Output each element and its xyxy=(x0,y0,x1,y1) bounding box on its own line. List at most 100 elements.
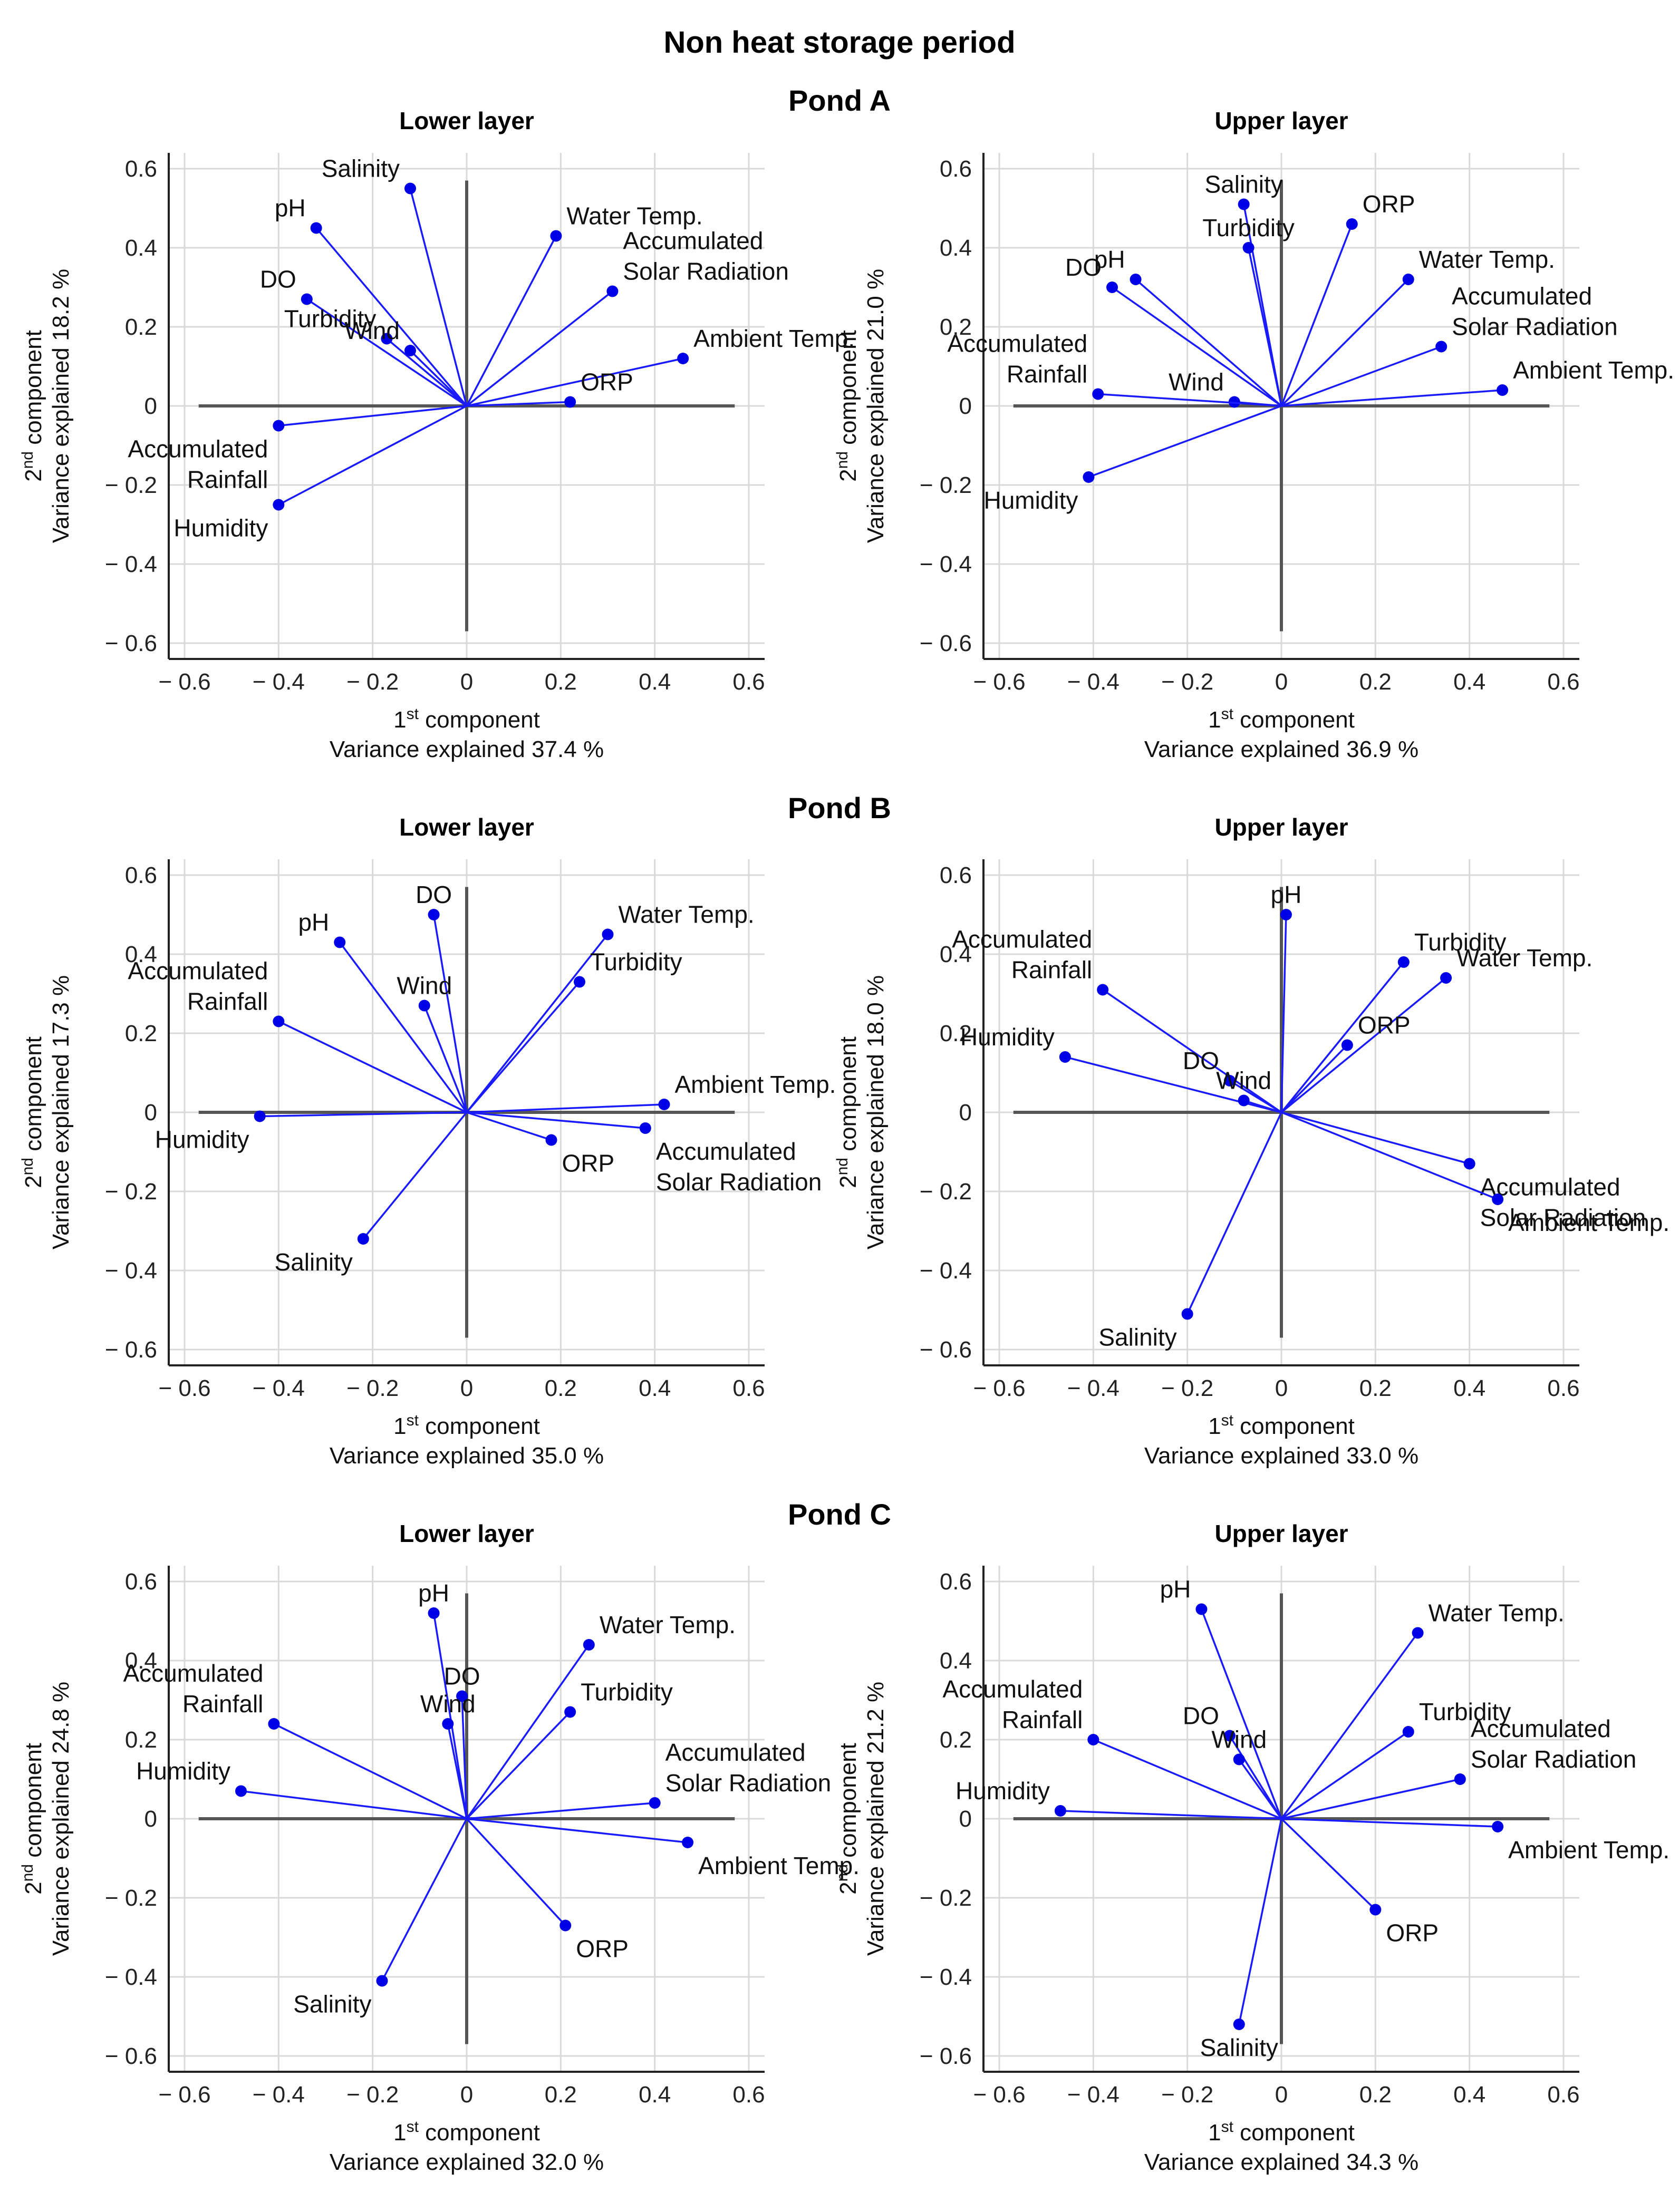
loading-vector xyxy=(461,1696,468,1819)
x-axis-label: 1st component xyxy=(393,705,540,733)
loading-vector xyxy=(1093,1739,1282,1820)
loading-vector xyxy=(1243,1099,1282,1113)
loading-point xyxy=(606,285,619,297)
variable-label: Accumulated Rainfall xyxy=(942,1675,1083,1733)
y-variance-label: Variance explained 18.2 % xyxy=(48,269,74,543)
variable-label: Humidity xyxy=(960,1023,1055,1051)
x-tick-label: 0 xyxy=(1275,1375,1288,1401)
y-tick-label: 0.2 xyxy=(125,1727,157,1753)
variable-label: Water Temp. xyxy=(619,901,755,928)
loading-point xyxy=(1341,1039,1353,1051)
loading-point xyxy=(381,333,393,345)
x-tick-label: 0 xyxy=(1275,2082,1288,2108)
loading-vector xyxy=(1200,1608,1282,1819)
x-tick-label: 0.6 xyxy=(1547,669,1579,695)
chart-panels: Lower layer− 0.6− 0.6− 0.4− 0.4− 0.2− 0.… xyxy=(19,107,1674,2175)
loading-vector xyxy=(1281,1111,1470,1165)
loading-vector xyxy=(1280,224,1353,406)
x-tick-label: 0.2 xyxy=(545,669,577,695)
loading-vector xyxy=(466,401,571,407)
x-tick-label: 0.2 xyxy=(1359,1375,1392,1401)
y-axis-label: 2nd component xyxy=(19,1743,46,1895)
x-variance-label: Variance explained 32.0 % xyxy=(330,2149,604,2175)
variable-label: Wind xyxy=(344,317,400,344)
variable-label: Ambient Temp. xyxy=(698,1852,860,1879)
loading-vector xyxy=(432,1613,468,1819)
loading-point xyxy=(1106,282,1118,293)
loading-vector xyxy=(1280,1818,1376,1910)
loading-vector xyxy=(1280,1632,1419,1820)
variable-label: pH xyxy=(298,909,329,936)
loading-vector xyxy=(278,405,467,506)
loading-point xyxy=(376,1975,388,1987)
x-tick-label: − 0.6 xyxy=(158,669,210,695)
loading-vector xyxy=(447,1723,468,1819)
loading-point xyxy=(1402,1726,1414,1738)
x-tick-label: 0.6 xyxy=(732,2082,765,2108)
loading-point xyxy=(1242,242,1255,254)
variable-label: ORP xyxy=(581,368,633,396)
y-tick-label: 0 xyxy=(144,393,157,419)
y-tick-label: 0.6 xyxy=(125,862,157,888)
loading-point xyxy=(564,1706,576,1718)
loading-point xyxy=(1435,341,1448,353)
loading-vector xyxy=(1098,393,1282,407)
loading-vector xyxy=(381,1818,468,1982)
y-axis-label: 2nd component xyxy=(19,1036,46,1188)
y-variance-label: Variance explained 21.2 % xyxy=(863,1682,889,1956)
loading-point xyxy=(1454,1773,1466,1785)
y-tick-label: − 0.4 xyxy=(920,1964,972,1990)
x-tick-label: − 0.6 xyxy=(158,1375,210,1401)
loading-vector xyxy=(409,188,468,406)
loading-vector xyxy=(1229,1080,1282,1113)
variable-label: Salinity xyxy=(1098,1324,1176,1351)
variable-label: Ambient Temp. xyxy=(1508,1209,1670,1236)
variable-label: ORP xyxy=(1358,1012,1411,1039)
loading-point xyxy=(268,1718,280,1730)
loading-vector xyxy=(386,338,468,407)
y-axis-label: 2nd component xyxy=(834,330,861,482)
x-tick-label: − 0.2 xyxy=(346,669,399,695)
loading-vector xyxy=(362,1111,468,1240)
loading-vector xyxy=(1135,278,1282,407)
loading-vector xyxy=(409,350,468,407)
loading-point xyxy=(1092,388,1104,400)
y-tick-label: 0 xyxy=(959,1806,972,1832)
variable-label: Salinity xyxy=(1200,2034,1278,2061)
variable-label: Water Temp. xyxy=(1429,1599,1565,1627)
loading-point xyxy=(428,1607,440,1619)
loading-point xyxy=(1223,1075,1236,1086)
loading-vector xyxy=(1111,286,1282,407)
y-tick-label: 0.4 xyxy=(940,1648,972,1674)
pca-panel: Lower layer − 0.6− 0.6 − 0.4 − 0.4 − 0.2 − 0.… xyxy=(19,1520,860,2175)
x-tick-label: − 0.2 xyxy=(346,1375,399,1401)
loading-point xyxy=(310,222,322,234)
y-tick-label: − 0.2 xyxy=(920,1179,972,1205)
panel-title: Upper layer xyxy=(1214,813,1348,841)
loading-point xyxy=(682,1837,694,1848)
loading-vector xyxy=(466,1711,571,1820)
loading-vector xyxy=(1238,1818,1282,2025)
variable-label: Water Temp. xyxy=(1456,944,1593,972)
y-tick-label: 0.4 xyxy=(125,1648,157,1674)
loading-point xyxy=(442,1718,454,1730)
y-tick-label: 0.4 xyxy=(125,235,157,261)
variable-label: ORP xyxy=(1386,1919,1439,1947)
loading-point xyxy=(428,909,440,920)
loading-point xyxy=(639,1122,651,1134)
loading-point xyxy=(1238,198,1250,210)
variable-label: pH xyxy=(1271,881,1302,908)
loading-point xyxy=(334,936,346,948)
variable-label: pH xyxy=(1160,1576,1191,1603)
x-tick-label: 0.4 xyxy=(639,2082,671,2108)
variable-label: Water Temp. xyxy=(566,202,702,230)
variable-label: DO xyxy=(416,881,452,908)
variable-label: Accumulated Rainfall xyxy=(128,435,268,493)
loading-point xyxy=(1087,1734,1099,1745)
y-axis-label: 2nd component xyxy=(834,1036,861,1188)
variable-label: Accumulated Rainfall xyxy=(952,926,1092,984)
y-tick-label: 0.4 xyxy=(125,942,157,967)
pond-titles: Pond A Pond B Pond C xyxy=(788,84,891,1531)
x-axis-label: 1st component xyxy=(1208,2118,1355,2146)
loading-vector xyxy=(466,1818,688,1844)
